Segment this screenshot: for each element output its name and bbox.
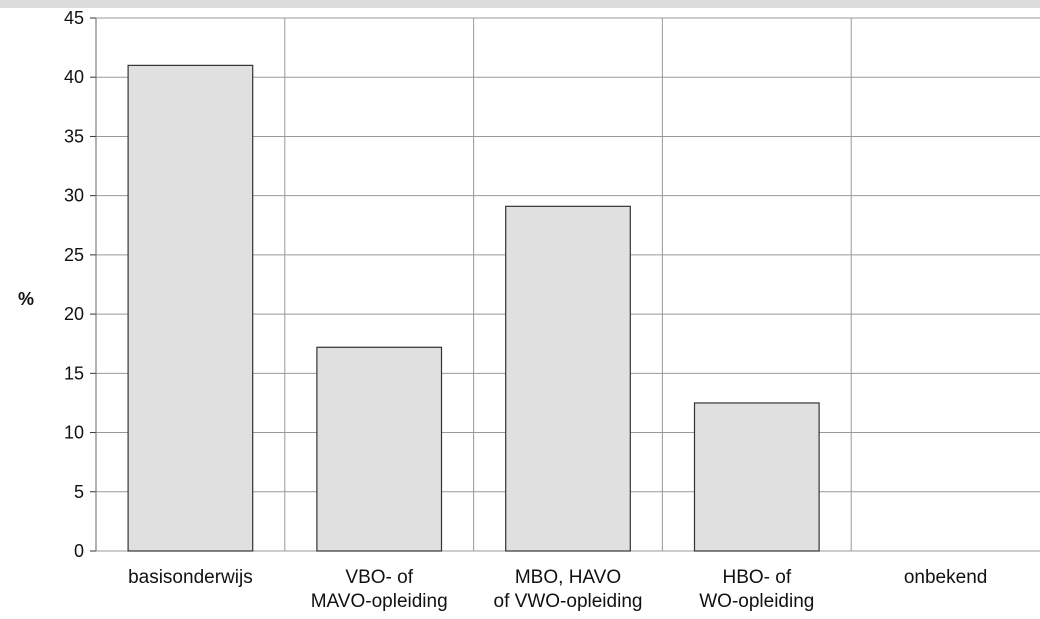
y-tick-labels: 0 5 10 15 20 25 30 35 40 45 [64,8,84,561]
x-tick-label: basisonderwijs [128,567,253,588]
bar [127,64,254,552]
y-tick-label: 20 [64,304,84,324]
bar [693,402,820,552]
y-tick-label: 25 [64,245,84,265]
y-tick-label: 10 [64,423,84,443]
y-tick-label: 35 [64,126,84,146]
axes [90,17,97,552]
y-tick-label: 15 [64,363,84,383]
x-tick-label: HBO- of WO-opleiding [699,567,814,612]
y-tick-label: 0 [74,541,84,561]
bar [505,205,631,552]
bar [316,346,443,552]
x-tick-label: VBO- of MAVO-opleiding [311,567,448,612]
y-tick-label: 45 [64,8,84,28]
y-tick-label: 40 [64,67,84,87]
x-tick-labels: basisonderwijs VBO- of MAVO-opleiding MBO, … [128,567,987,612]
x-tick-label: onbekend [904,567,987,588]
grid [96,17,1040,552]
y-tick-label: 5 [74,482,84,502]
top-band [0,0,1040,8]
y-tick-label: 30 [64,186,84,206]
y-axis-label: % [18,289,34,309]
x-tick-label: MBO, HAVO of VWO-opleiding [494,567,643,612]
bars [127,64,820,552]
